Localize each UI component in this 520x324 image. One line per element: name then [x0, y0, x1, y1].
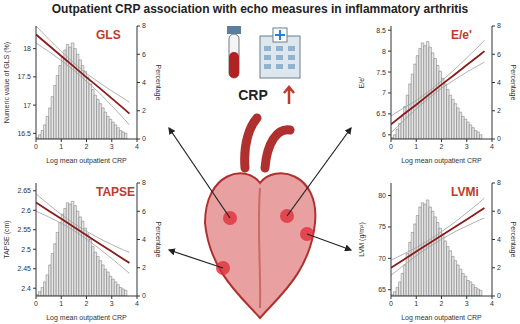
svg-text:2.65: 2.65 [17, 187, 31, 194]
svg-text:2.45: 2.45 [17, 265, 31, 272]
svg-text:2.55: 2.55 [17, 226, 31, 233]
svg-text:3: 3 [465, 143, 469, 150]
svg-text:2: 2 [142, 264, 146, 271]
svg-text:E/e': E/e' [358, 77, 365, 89]
svg-text:7: 7 [382, 89, 386, 96]
svg-text:8: 8 [142, 179, 146, 186]
svg-text:0: 0 [497, 135, 501, 142]
svg-text:75: 75 [378, 223, 386, 230]
svg-text:18: 18 [23, 45, 31, 52]
svg-text:Log mean outpatient CRP: Log mean outpatient CRP [401, 157, 482, 165]
svg-text:3: 3 [465, 300, 469, 307]
svg-text:1: 1 [59, 300, 63, 307]
svg-text:1: 1 [59, 143, 63, 150]
svg-text:2.4: 2.4 [21, 285, 31, 292]
svg-text:4: 4 [490, 143, 494, 150]
svg-text:70: 70 [378, 255, 386, 262]
svg-text:2: 2 [85, 300, 89, 307]
svg-text:4: 4 [497, 236, 501, 243]
svg-text:0: 0 [389, 300, 393, 307]
svg-text:2: 2 [497, 264, 501, 271]
html-text:LVMi: LVMi [451, 185, 479, 199]
svg-text:2: 2 [497, 107, 501, 114]
svg-text:Numeric value of GLS (%): Numeric value of GLS (%) [3, 42, 11, 123]
svg-text:16.5: 16.5 [17, 130, 31, 137]
svg-text:6: 6 [142, 51, 146, 58]
svg-text:1: 1 [414, 300, 418, 307]
svg-text:Percentage: Percentage [154, 222, 162, 258]
svg-text:2.5: 2.5 [21, 246, 31, 253]
svg-text:2.6: 2.6 [21, 207, 31, 214]
svg-text:Log mean outpatient CRP: Log mean outpatient CRP [401, 314, 482, 322]
svg-text:0: 0 [142, 292, 146, 299]
svg-text:2: 2 [440, 143, 444, 150]
svg-text:8.5: 8.5 [376, 27, 386, 34]
svg-text:3: 3 [110, 300, 114, 307]
svg-text:8: 8 [382, 48, 386, 55]
html-text:E/e': E/e' [451, 28, 472, 42]
svg-text:6: 6 [382, 131, 386, 138]
svg-text:3: 3 [110, 143, 114, 150]
svg-text:6: 6 [142, 208, 146, 215]
svg-text:0: 0 [34, 300, 38, 307]
html-text:Outpatient CRP association wit: Outpatient CRP association with echo mea… [51, 2, 469, 16]
svg-text:CRP: CRP [238, 87, 268, 103]
svg-text:17: 17 [23, 102, 31, 109]
html-text:TAPSE: TAPSE [96, 185, 136, 199]
svg-text:Log mean outpatient CRP: Log mean outpatient CRP [46, 314, 127, 322]
svg-text:4: 4 [142, 236, 146, 243]
svg-text:8: 8 [497, 179, 501, 186]
svg-text:0: 0 [497, 292, 501, 299]
svg-text:8: 8 [497, 22, 501, 29]
svg-text:2: 2 [440, 300, 444, 307]
svg-text:1: 1 [414, 143, 418, 150]
svg-text:Log mean outpatient CRP: Log mean outpatient CRP [46, 157, 127, 165]
svg-text:6: 6 [497, 51, 501, 58]
svg-text:LVM (g/m²): LVM (g/m²) [358, 222, 366, 256]
svg-text:0: 0 [142, 135, 146, 142]
svg-text:65: 65 [378, 286, 386, 293]
svg-text:2: 2 [85, 143, 89, 150]
svg-text:8: 8 [142, 22, 146, 29]
svg-text:80: 80 [378, 192, 386, 199]
svg-text:Percentage: Percentage [509, 65, 517, 101]
svg-text:2: 2 [142, 107, 146, 114]
html-text:GLS: GLS [96, 28, 121, 42]
svg-text:7.5: 7.5 [376, 69, 386, 76]
svg-text:TAPSE (cm): TAPSE (cm) [3, 220, 11, 258]
svg-text:6.5: 6.5 [376, 110, 386, 117]
svg-text:4: 4 [142, 79, 146, 86]
svg-text:0: 0 [389, 143, 393, 150]
svg-text:4: 4 [135, 143, 139, 150]
svg-text:0: 0 [34, 143, 38, 150]
svg-text:Percentage: Percentage [509, 222, 517, 258]
svg-text:17.5: 17.5 [17, 73, 31, 80]
svg-text:Percentage: Percentage [154, 65, 162, 101]
svg-text:6: 6 [497, 208, 501, 215]
svg-text:4: 4 [135, 300, 139, 307]
svg-text:4: 4 [490, 300, 494, 307]
svg-text:4: 4 [497, 79, 501, 86]
